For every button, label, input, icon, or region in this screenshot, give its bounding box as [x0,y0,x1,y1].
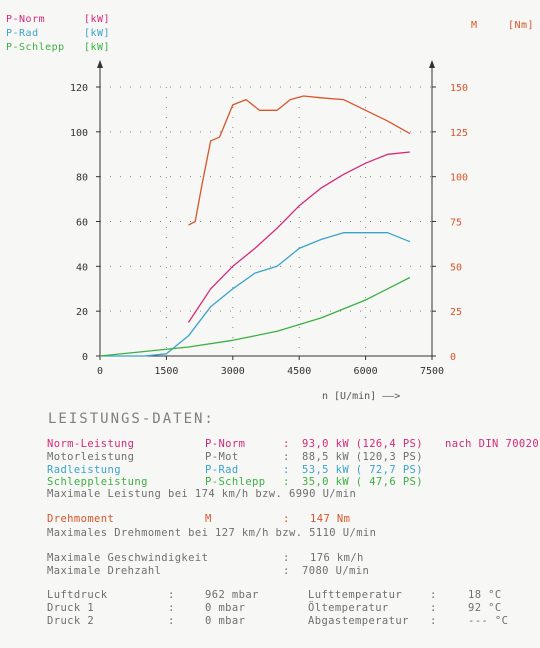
y-left-tick-label: 20 [76,307,88,318]
condition-label: Druck 1 [47,602,95,614]
x-tick-label: 4500 [287,366,311,377]
y-left-tick-label: 40 [76,262,88,273]
left-axis-arrow [97,60,103,68]
condition-value: 962 mbar [205,589,259,601]
condition-label: Druck 2 [47,615,95,627]
y-left-tick-label: 60 [76,218,88,229]
section-title: LEISTUNGS-DATEN: [48,411,215,427]
row-value: 53,5 kW ( 72,7 PS) [302,464,423,476]
max-rpm-label: Maximale Drehzahl [47,565,162,577]
legend-p-schlepp-unit: [kW] [84,42,111,53]
y-right-tick-label: 50 [450,262,462,273]
condition-value: 0 mbar [205,615,246,627]
condition-sep-2: : [430,589,437,601]
max-speed-label: Maximale Geschwindigkeit [47,552,209,564]
condition-value: 0 mbar [205,602,246,614]
row-value: 88,5 kW (120,3 PS) [302,451,423,463]
x-axis-label: n [U/min] ——> [322,391,400,402]
x-tick-label: 6000 [354,366,378,377]
legend-p-norm-unit: [kW] [84,14,111,25]
condition-value-2: --- °C [468,615,509,627]
y-right-tick-label: 75 [450,218,462,229]
y-left-tick-label: 80 [76,173,88,184]
y-left-tick-label: 100 [70,128,88,139]
condition-label: Luftdruck [47,589,108,601]
condition-sep: : [168,602,175,614]
row-sep: : [283,464,290,476]
condition-label-2: Lufttemperatur [308,589,403,601]
row-symbol: P-Norm [205,438,246,450]
legend-p-schlepp: P-Schlepp [kW] [6,42,110,53]
row-symbol: P-Rad [205,464,239,476]
condition-sep: : [168,615,175,627]
max-torque-line: Maximales Drehmoment bei 127 km/h bzw. 5… [47,527,377,539]
series-line-p-rad [100,232,411,357]
x-tick-label: 1500 [154,366,178,377]
row-label: Motorleistung [47,451,135,463]
series-line-m [188,95,411,226]
row-value: 35,0 kW ( 47,6 PS) [302,476,423,488]
row-sep: : [283,451,290,463]
legend-p-schlepp-label: P-Schlepp [6,42,65,53]
legend-p-norm-label: P-Norm [6,14,46,25]
condition-sep-2: : [430,602,437,614]
right-axis-arrow [429,60,435,68]
y-right-tick-label: 150 [450,83,468,94]
y-right-tick-label: 25 [450,307,462,318]
y-right-tick-label: 100 [450,173,468,184]
legend-torque-unit: [Nm] [508,20,535,31]
y-left-tick-label: 0 [82,352,88,363]
torque-value: 147 Nm [310,513,351,525]
condition-value-2: 92 °C [468,602,502,614]
legend-p-rad-unit: [kW] [84,28,111,39]
max-rpm-value: 7080 U/min [302,565,370,577]
max-speed-sep: : [283,552,290,564]
row-sep: : [283,438,290,450]
y-left-tick-label: 120 [70,83,88,94]
x-tick-label: 3000 [221,366,245,377]
condition-value-2: 18 °C [468,589,502,601]
legend-torque-label: M [471,20,478,31]
series-line-p-norm [187,151,410,323]
max-speed-value: 176 km/h [310,552,364,564]
max-rpm-sep: : [283,565,290,577]
row-label: Radleistung [47,464,121,476]
series-line-p-schlepp [99,276,411,357]
row-sep: : [283,476,290,488]
legend-p-rad: P-Rad [kW] [6,28,110,39]
legend-p-rad-label: P-Rad [6,28,39,39]
torque-label: Drehmoment [47,513,115,525]
condition-label-2: Öltemperatur [308,602,389,614]
condition-sep-2: : [430,615,437,627]
row-extra: nach DIN 70020 [445,438,540,450]
row-label: Schleppleistung [47,476,148,488]
y-right-tick-label: 125 [450,128,468,139]
row-value: 93,0 kW (126,4 PS) [302,438,423,450]
condition-sep: : [168,589,175,601]
condition-label-2: Abgastemperatur [308,615,409,627]
x-tick-label: 0 [97,366,103,377]
x-tick-label: 7500 [420,366,444,377]
torque-symbol: M [205,513,212,525]
max-power-line: Maximale Leistung bei 174 km/h bzw. 6990… [47,488,357,500]
row-label: Norm-Leistung [47,438,135,450]
y-right-tick-label: 0 [450,352,456,363]
torque-sep: : [283,513,290,525]
legend-p-norm: P-Norm [kW] [6,14,110,25]
row-symbol: P-Mot [205,451,239,463]
row-symbol: P-Schlepp [205,476,266,488]
